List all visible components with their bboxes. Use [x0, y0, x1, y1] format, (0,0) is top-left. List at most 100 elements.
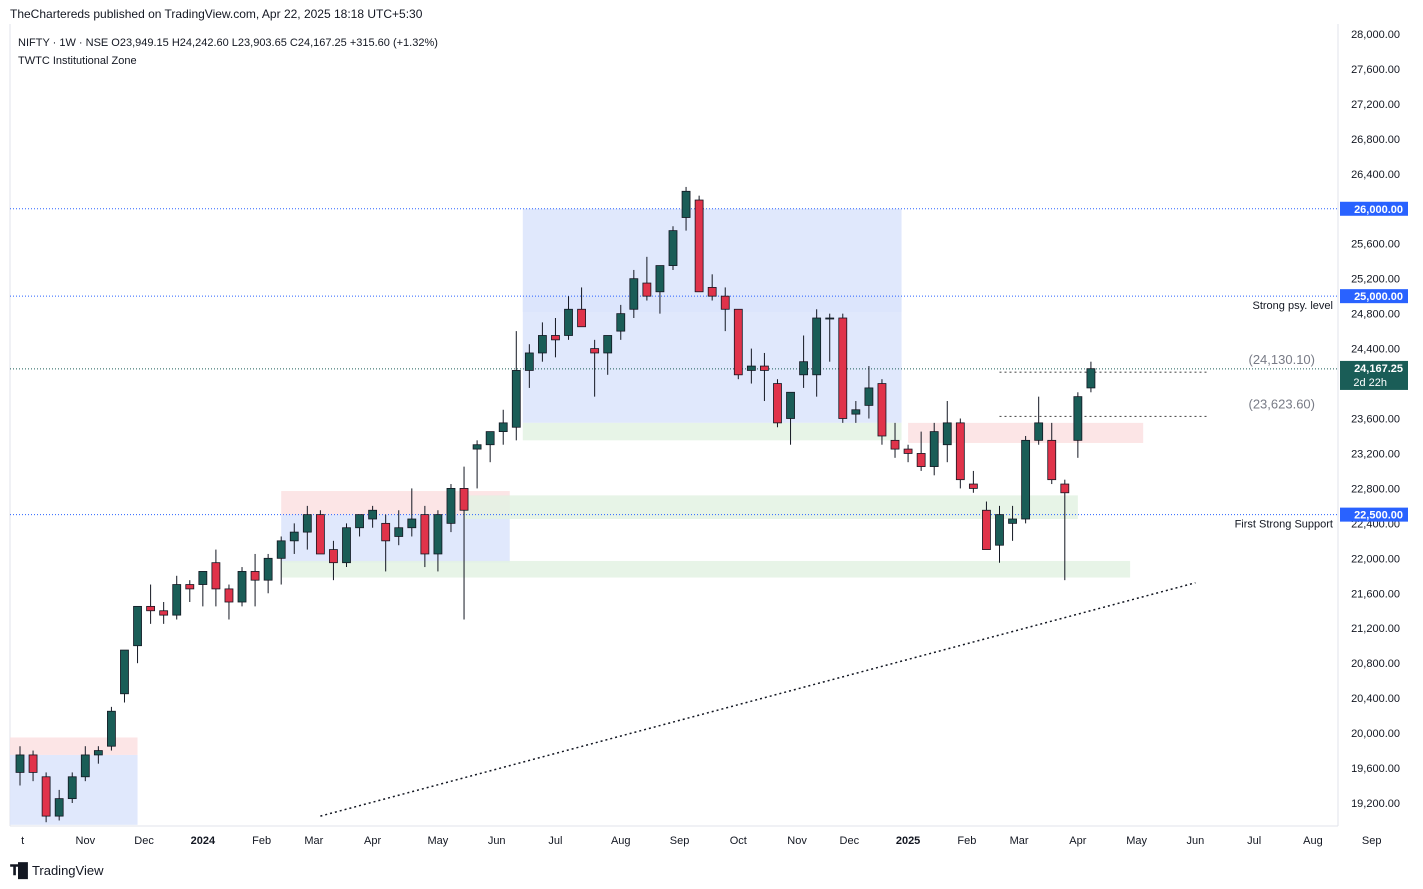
candle-59 [786, 391, 795, 445]
price-tick-label: 25,200.00 [1351, 274, 1400, 286]
candle-71 [942, 401, 952, 463]
candle-0 [15, 746, 25, 786]
price-tick-label: 24,400.00 [1351, 344, 1400, 356]
candle-body [1021, 439, 1031, 520]
candle-body [524, 352, 534, 371]
candle-body [15, 754, 25, 773]
candle-body [120, 649, 129, 695]
price-tick-label: 26,400.00 [1351, 169, 1400, 181]
price-tick-label: 19,200.00 [1351, 798, 1400, 810]
candle-38 [511, 331, 521, 441]
candle-body [564, 308, 573, 336]
candle-body [616, 313, 626, 332]
candle-body [720, 295, 730, 310]
candle-16 [224, 584, 234, 620]
candle-body [1047, 439, 1057, 481]
candle-body [982, 509, 991, 550]
candle-body [1086, 368, 1096, 389]
candle-32 [433, 510, 443, 572]
time-tick-label: 2024 [191, 835, 216, 847]
time-tick-label: 2025 [896, 835, 920, 847]
candle-body [394, 527, 404, 537]
candle-20 [276, 536, 286, 585]
time-tick-label: Sep [670, 835, 690, 847]
candle-29 [394, 510, 404, 546]
publisher-line: TheChartereds published on TradingView.c… [10, 7, 423, 21]
candle-body [198, 571, 208, 585]
candle-77 [1021, 435, 1031, 524]
price-tick-label: 25,600.00 [1351, 239, 1400, 251]
chart-legend: NIFTY · 1W · NSE O23,949.15 H24,242.60 L… [18, 35, 438, 69]
footer-brand-label: TradingView [31, 863, 104, 878]
price-tick-label: 19,600.00 [1351, 763, 1400, 775]
candle-68 [903, 444, 913, 463]
candle-39 [524, 344, 534, 388]
time-tick-label: Mar [1010, 835, 1029, 847]
countdown-label: 2d 22h [1353, 377, 1387, 389]
candle-4 [67, 772, 77, 803]
time-tick-label: Feb [957, 835, 976, 847]
candle-body [315, 514, 325, 555]
level-axis-label-0: 26,000.00 [1354, 204, 1403, 216]
candle-44 [590, 339, 600, 397]
candle-body [93, 750, 103, 756]
price-tick-label: 20,800.00 [1351, 658, 1400, 670]
candle-body [276, 540, 286, 559]
candle-11 [159, 602, 169, 624]
candle-15 [211, 549, 221, 607]
price-tick-label: 21,600.00 [1351, 588, 1400, 600]
candle-80 [1060, 479, 1070, 581]
candle-63 [838, 313, 848, 423]
candle-82 [1086, 361, 1096, 393]
candle-body [799, 361, 808, 376]
candle-18 [250, 553, 260, 607]
time-tick-label: Aug [1303, 835, 1323, 847]
candle-body [825, 317, 835, 320]
candle-body [942, 422, 952, 446]
candle-body [890, 439, 900, 450]
candle-25 [342, 523, 351, 568]
level-note-2: First Strong Support [1235, 519, 1333, 531]
candle-body [172, 584, 182, 616]
candle-body [289, 531, 299, 542]
time-tick-label: Nov [787, 835, 807, 847]
candle-body [133, 605, 142, 647]
candle-body [459, 488, 469, 511]
symbol-ohlc-line: NIFTY · 1W · NSE O23,949.15 H24,242.60 L… [18, 37, 438, 49]
candle-body [851, 409, 861, 415]
candle-body [668, 230, 678, 266]
candle-body [511, 370, 521, 428]
candle-body [786, 391, 795, 419]
time-tick-label: May [428, 835, 449, 847]
candle-35 [472, 440, 482, 489]
candle-24 [329, 540, 338, 581]
candle-55 [733, 308, 743, 380]
candle-body [1008, 518, 1017, 524]
time-tick-label: t [21, 835, 24, 847]
candle-42 [564, 296, 573, 340]
candle-62 [825, 313, 835, 362]
candle-64 [851, 401, 861, 423]
candle-6 [93, 746, 103, 764]
candle-body [28, 754, 38, 773]
dotted-level-label-1: (23,623.60) [1249, 396, 1316, 411]
time-tick-label: Nov [76, 835, 96, 847]
time-tick-label: Feb [252, 835, 271, 847]
candle-body [185, 584, 195, 590]
candle-body [864, 387, 874, 406]
price-tick-label: 27,200.00 [1351, 99, 1400, 111]
candle-body [838, 317, 848, 419]
candle-31 [420, 505, 430, 568]
candle-body [355, 514, 364, 529]
candle-body [746, 365, 756, 371]
candle-54 [720, 287, 730, 332]
level-axis-badge-2 [1340, 507, 1408, 522]
candle-30 [407, 488, 417, 537]
candle-2 [41, 772, 51, 823]
candle-21 [289, 523, 299, 554]
candle-body [381, 522, 391, 542]
last-price-badge [1340, 360, 1408, 390]
candle-body [773, 383, 782, 424]
level-axis-label-2: 22,500.00 [1354, 510, 1403, 522]
